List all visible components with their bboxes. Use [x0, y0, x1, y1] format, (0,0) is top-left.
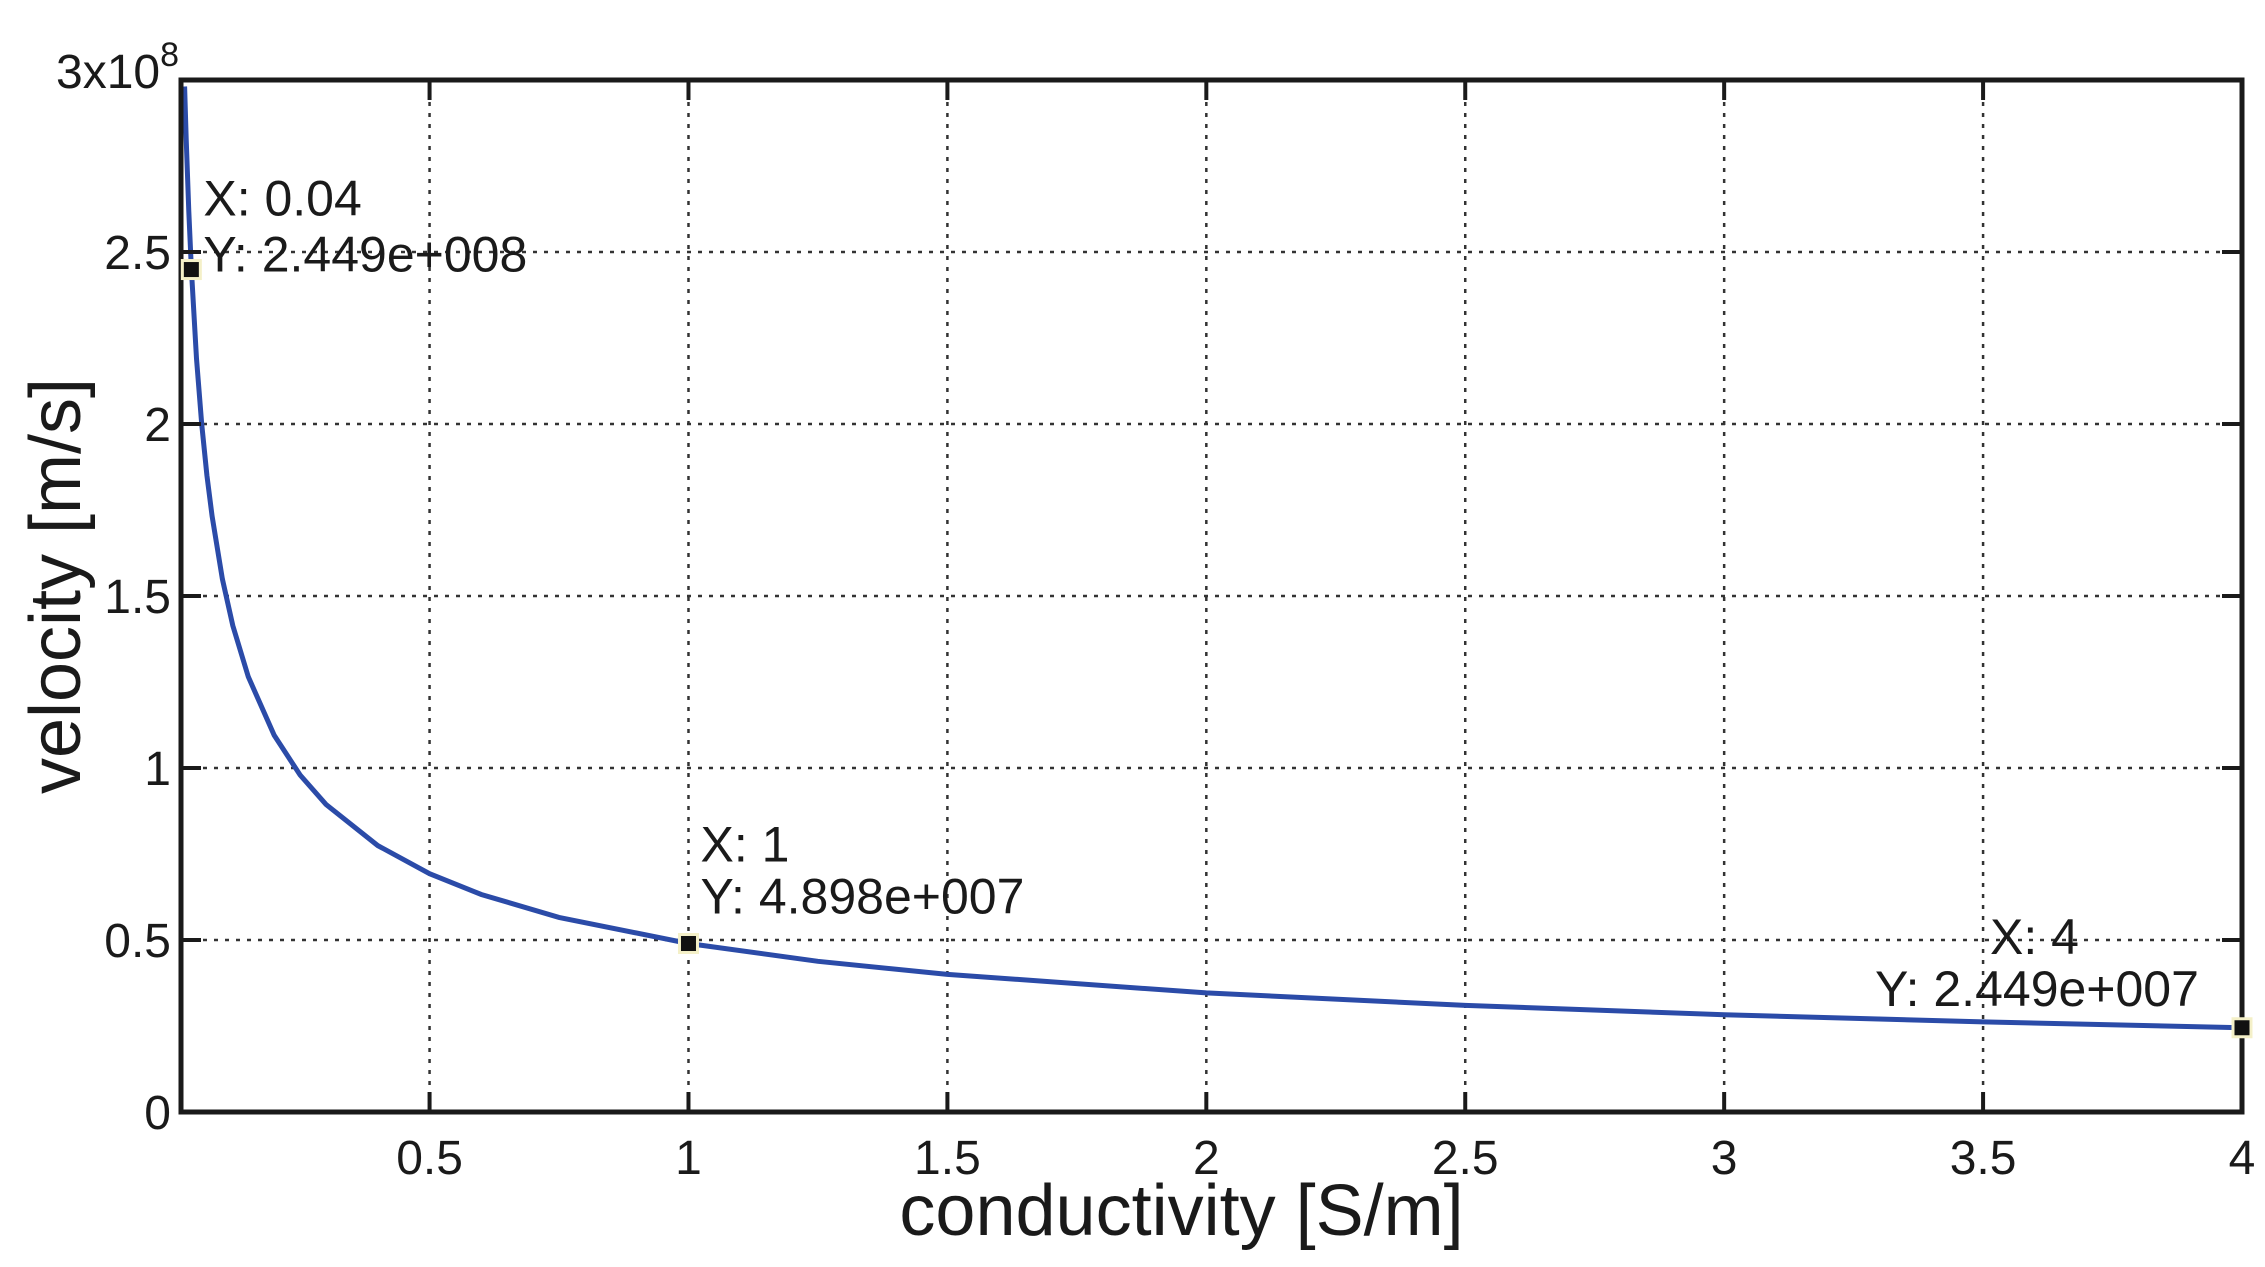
x-tick-label: 4	[2229, 1132, 2256, 1185]
data-tip-x-text: X: 4	[1990, 909, 2079, 965]
x-axis-label: conductivity [S/m]	[899, 1171, 1463, 1251]
x-tick-label: 1	[675, 1132, 702, 1185]
data-tip-y-text: Y: 2.449e+007	[1875, 961, 2199, 1017]
x-tick-label: 0.5	[396, 1132, 463, 1185]
x-tick-label: 3	[1711, 1132, 1738, 1185]
data-tip-x-text: X: 1	[700, 817, 789, 873]
y-tick-label: 2.5	[104, 227, 171, 280]
data-tip-x-text: X: 0.04	[203, 171, 361, 227]
y-axis-label: velocity [m/s]	[16, 378, 96, 794]
y-tick-label: 1	[144, 743, 171, 796]
y-exponent-base: 3x10	[56, 46, 160, 99]
data-tip-y-text: Y: 2.449e+008	[203, 227, 527, 283]
x-tick-label: 1.5	[914, 1132, 981, 1185]
y-tick-label: 1.5	[104, 571, 171, 624]
x-tick-label: 2.5	[1432, 1132, 1499, 1185]
tick-marks	[181, 80, 2244, 1114]
y-tick-label: 2	[144, 399, 171, 452]
x-tick-label: 2	[1193, 1132, 1220, 1185]
x-tick-label: 3.5	[1950, 1132, 2017, 1185]
data-tip-marker[interactable]	[2231, 1017, 2253, 1039]
x-tick-labels: 0.5 1 1.5 2 2.5 3 3.5 4	[396, 1132, 2255, 1185]
series-line	[182, 86, 2243, 1031]
y-exponent-label: 3x108	[56, 36, 179, 99]
grid-lines	[181, 80, 2242, 1112]
data-tip-y-text: Y: 4.898e+007	[700, 869, 1024, 925]
y-tick-labels: 0 0.5 1 1.5 2 2.5	[104, 227, 171, 1140]
data-tip[interactable]: X: 1Y: 4.898e+007	[677, 817, 1024, 955]
y-tick-label: 0	[144, 1087, 171, 1140]
data-tip[interactable]: X: 4Y: 2.449e+007	[1875, 909, 2253, 1039]
y-exponent-power: 8	[160, 36, 179, 74]
data-tip-marker[interactable]	[677, 933, 699, 955]
data-tip-marker[interactable]	[180, 259, 202, 281]
data-tip[interactable]: X: 0.04Y: 2.449e+008	[180, 171, 527, 283]
y-tick-label: 0.5	[104, 915, 171, 968]
